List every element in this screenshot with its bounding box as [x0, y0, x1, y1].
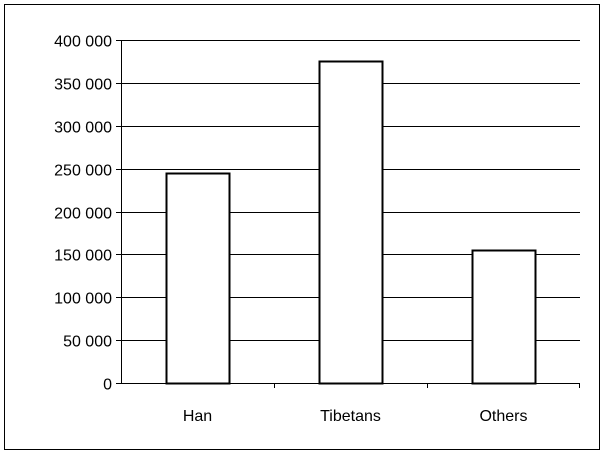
- x-category-label: Others: [479, 408, 527, 425]
- y-tick-label: 100 000: [54, 291, 112, 308]
- x-category-label: Tibetans: [320, 408, 381, 425]
- y-tick-label: 300 000: [54, 120, 112, 137]
- y-tick-labels: 0 50 000 100 000 150 000 200 000 250 000 300 0…: [54, 34, 112, 394]
- bar-others: [471, 249, 537, 385]
- axes: [116, 40, 580, 388]
- y-tick-label: 50 000: [63, 334, 112, 351]
- y-tick-label: 250 000: [54, 163, 112, 180]
- x-category-labels: Han Tibetans Others: [183, 408, 528, 425]
- y-tick-label: 200 000: [54, 206, 112, 223]
- bars: [165, 60, 537, 385]
- y-tick-label: 400 000: [54, 34, 112, 51]
- bar-han: [165, 172, 231, 385]
- bar-tibetans: [318, 60, 384, 385]
- y-tick-label: 0: [103, 377, 112, 394]
- y-tick-label: 150 000: [54, 248, 112, 265]
- x-category-label: Han: [183, 408, 212, 425]
- y-tick-label: 350 000: [54, 77, 112, 94]
